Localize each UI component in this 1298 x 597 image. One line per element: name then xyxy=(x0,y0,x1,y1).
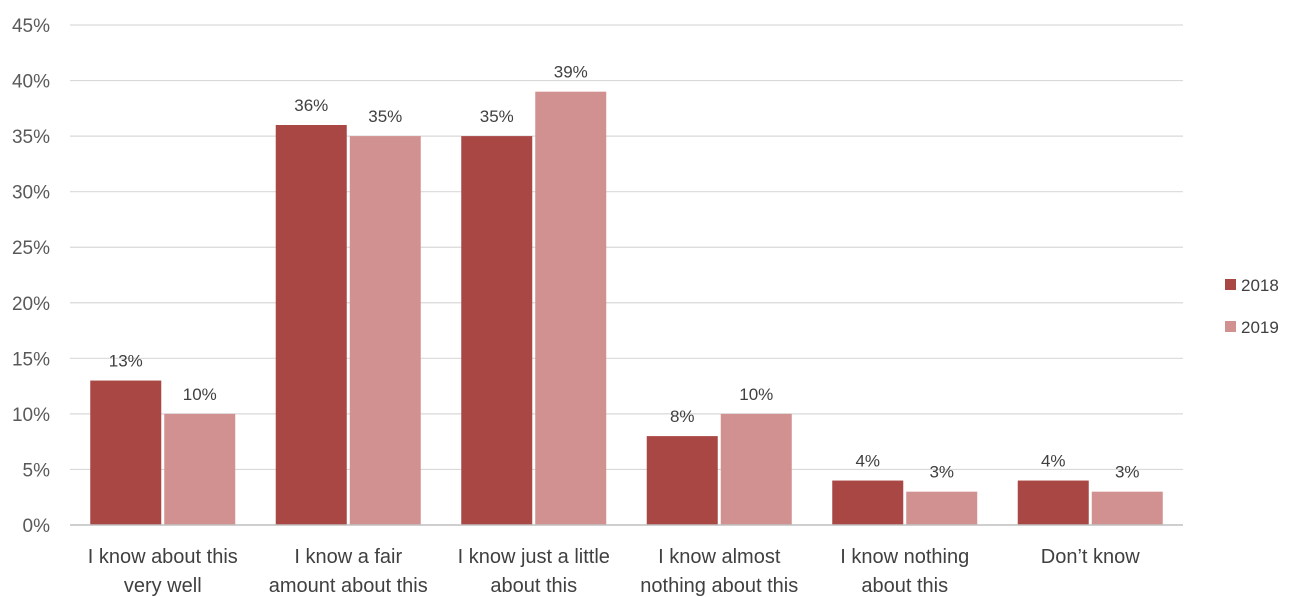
bar-2018 xyxy=(461,136,533,525)
bars xyxy=(90,91,1163,526)
data-label: 35% xyxy=(480,107,514,126)
category-label-line: I know about this xyxy=(88,546,238,568)
y-tick-label: 5% xyxy=(23,460,51,481)
legend: 2018 2019 xyxy=(1225,276,1279,337)
bar-2019 xyxy=(720,413,792,525)
bar-2018 xyxy=(275,125,347,525)
bar-2019 xyxy=(349,136,421,525)
data-label: 39% xyxy=(554,63,588,82)
category-label-line: amount about this xyxy=(269,575,428,597)
bar-2019 xyxy=(906,491,978,525)
bar-2018 xyxy=(90,380,162,525)
category-label-line: very well xyxy=(124,575,202,597)
y-tick-label: 20% xyxy=(12,294,50,315)
gridlines xyxy=(70,24,1183,471)
data-label: 13% xyxy=(109,352,143,371)
category-label-line: I know nothing xyxy=(840,546,969,568)
bar-2019 xyxy=(164,413,236,525)
category-label-line: about this xyxy=(490,575,577,597)
category-label: I know about this very well xyxy=(88,546,238,597)
y-tick-label: 10% xyxy=(12,405,50,426)
data-label: 36% xyxy=(294,96,328,115)
data-label: 8% xyxy=(670,407,695,426)
bar-2018 xyxy=(832,480,904,525)
data-label: 3% xyxy=(1115,463,1140,482)
category-label: Don’t know xyxy=(1041,546,1140,568)
data-label: 35% xyxy=(368,107,402,126)
y-tick-label: 0% xyxy=(23,516,51,537)
y-tick-label: 40% xyxy=(12,72,50,93)
y-tick-label: 25% xyxy=(12,238,50,259)
category-label-line: nothing about this xyxy=(640,575,798,597)
category-label: I know nothing about this xyxy=(840,546,969,597)
data-label: 4% xyxy=(1041,452,1066,471)
data-label: 10% xyxy=(739,385,773,404)
legend-label: 2018 xyxy=(1241,276,1279,295)
data-label: 4% xyxy=(855,452,880,471)
category-label-line: about this xyxy=(861,575,948,597)
data-label: 10% xyxy=(183,385,217,404)
bar-2019 xyxy=(1091,491,1163,525)
legend-label: 2019 xyxy=(1241,318,1279,337)
y-tick-label: 30% xyxy=(12,183,50,204)
y-tick-label: 35% xyxy=(12,127,50,148)
data-label: 3% xyxy=(929,463,954,482)
legend-swatch-2019 xyxy=(1225,321,1236,332)
category-labels: I know about this very well I know a fair a… xyxy=(88,546,1141,597)
category-label-line: I know almost xyxy=(658,546,781,568)
category-label-line: I know just a little xyxy=(458,546,610,568)
bar-2018 xyxy=(646,436,718,525)
bar-2019 xyxy=(535,91,607,526)
y-tick-label: 45% xyxy=(12,16,50,37)
category-label-line: Don’t know xyxy=(1041,546,1140,568)
bar-2018 xyxy=(1017,480,1089,525)
category-label: I know almost nothing about this xyxy=(640,546,798,597)
y-axis-tick-labels: 0% 5% 10% 15% 20% 25% 30% 35% 40% 45% xyxy=(12,16,50,537)
data-labels: 13% 10% 36% 35% 35% 39% 8% 10% 4% 3% 4% 3% xyxy=(109,63,1140,482)
legend-swatch-2018 xyxy=(1225,279,1236,290)
category-label: I know a fair amount about this xyxy=(269,546,428,597)
category-label: I know just a little about this xyxy=(458,546,610,597)
y-tick-label: 15% xyxy=(12,349,50,370)
category-label-line: I know a fair xyxy=(294,546,402,568)
